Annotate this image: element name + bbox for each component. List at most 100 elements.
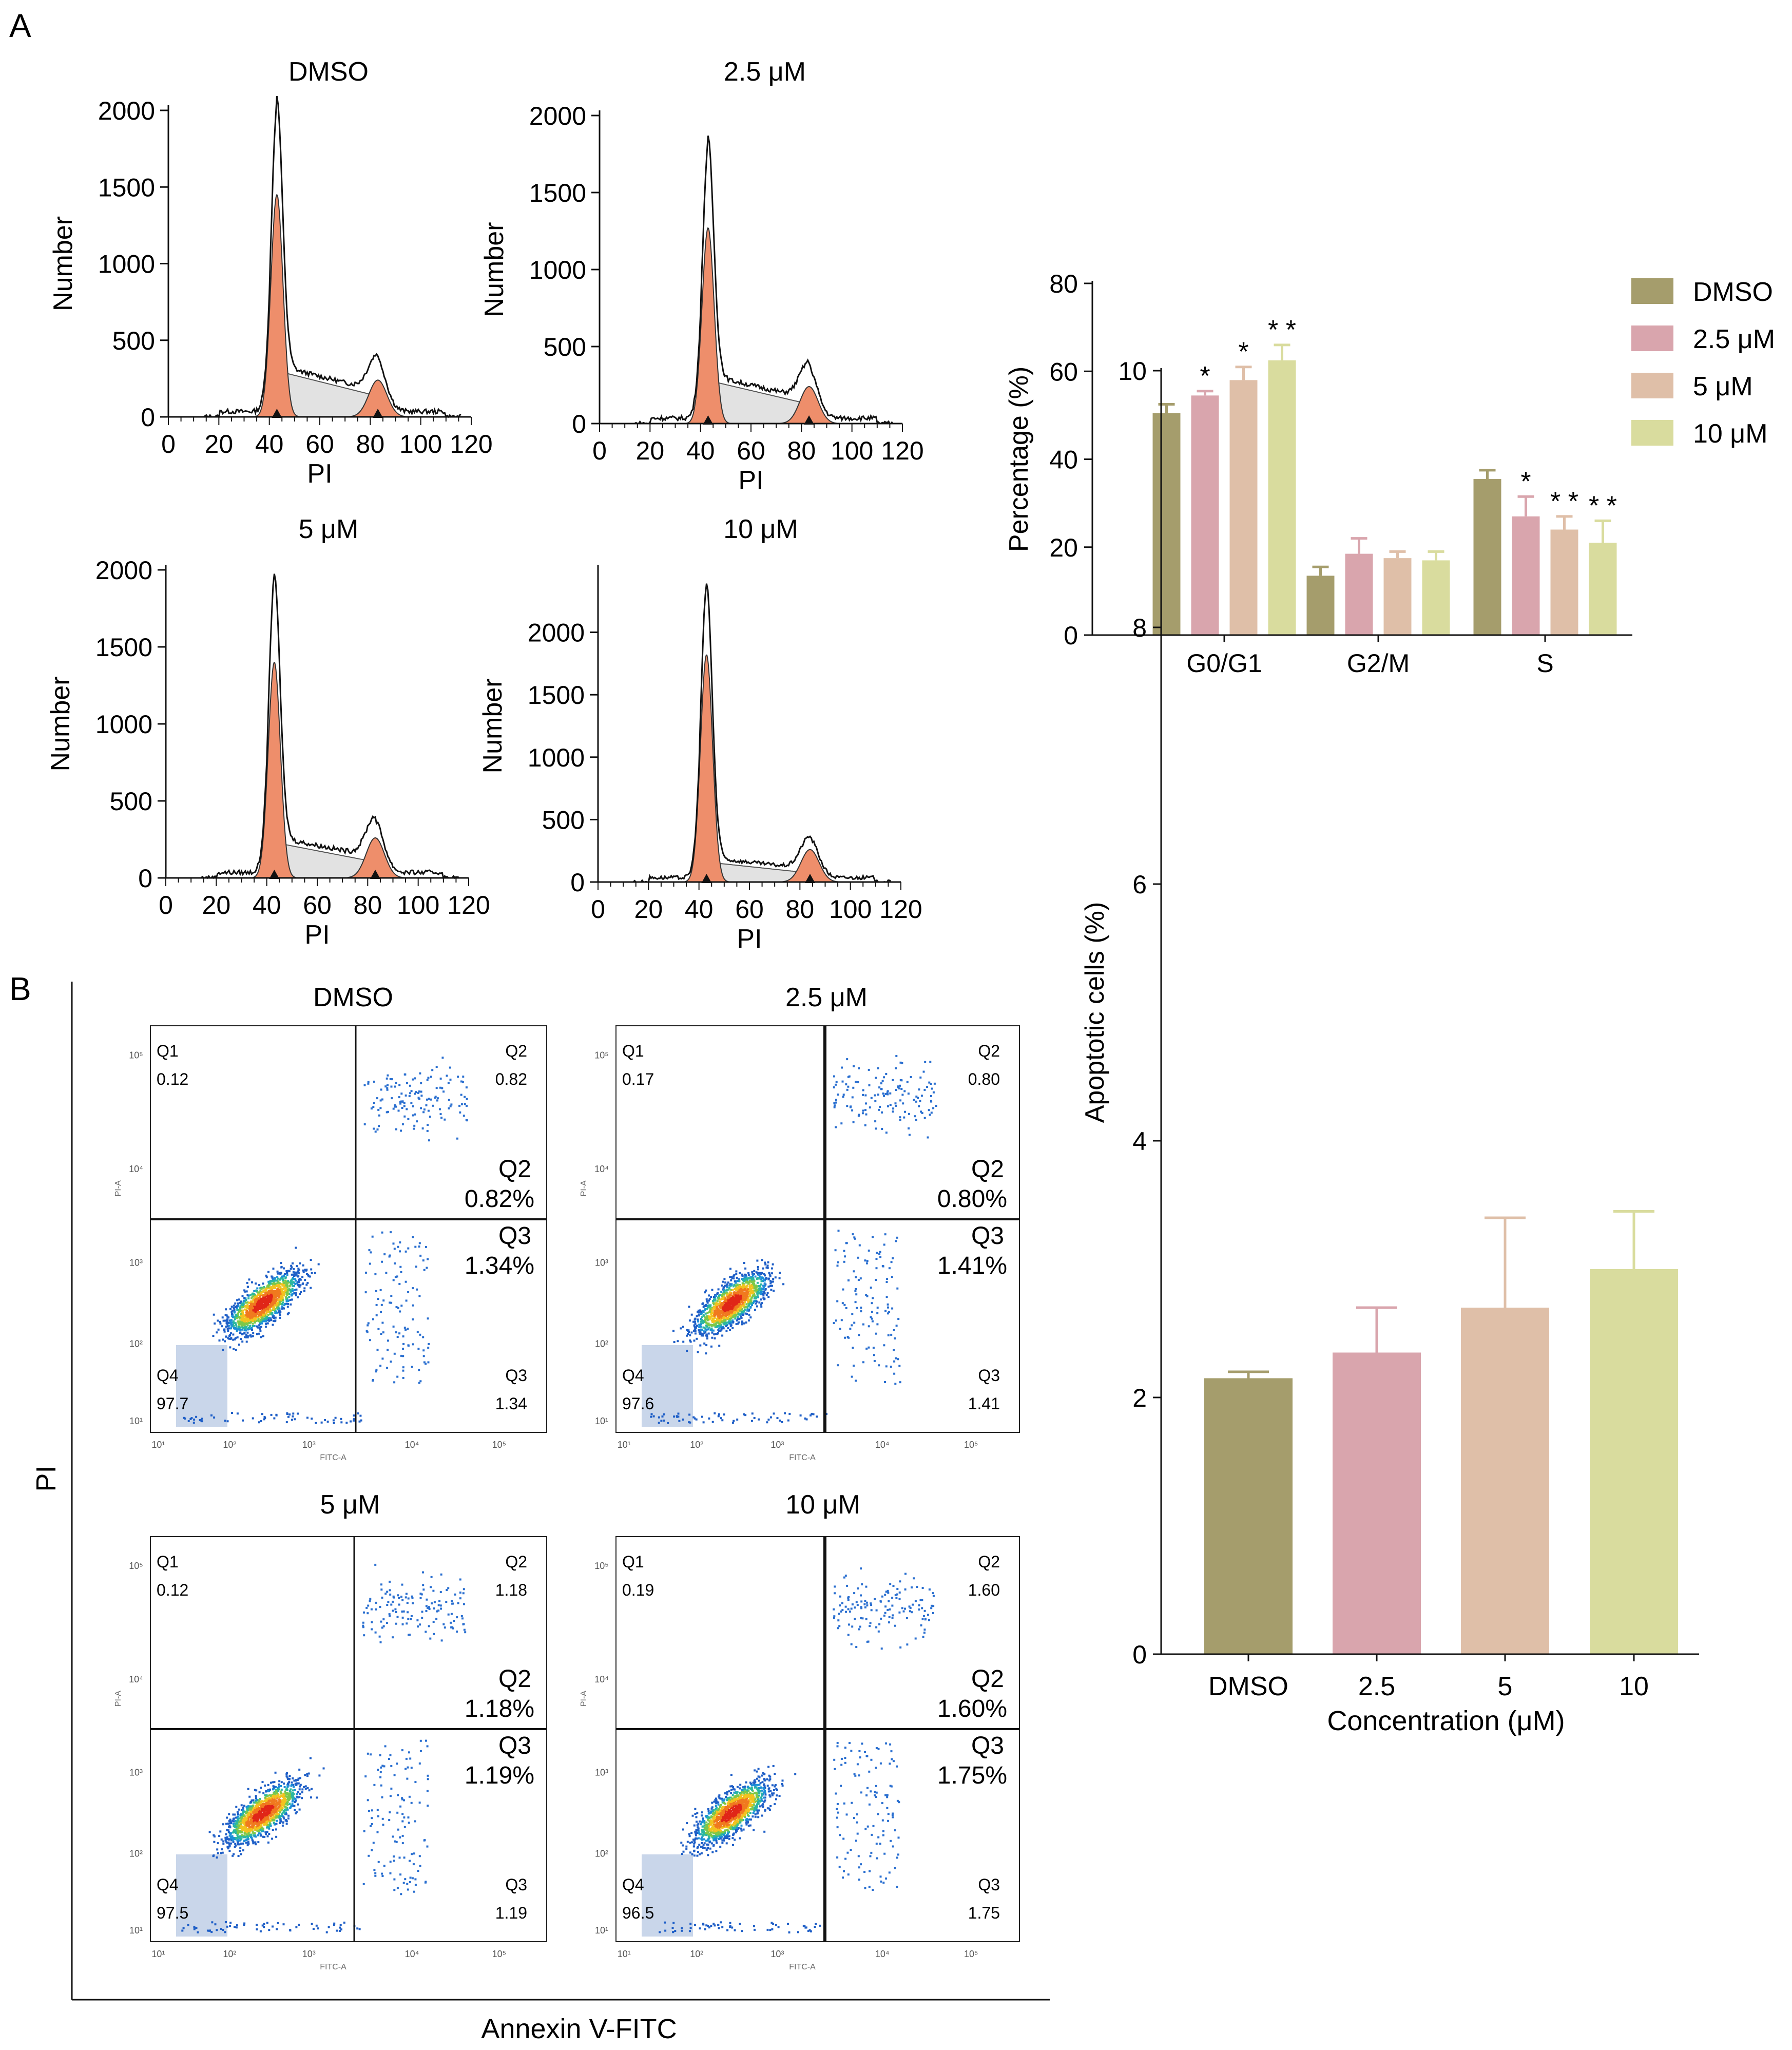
flow-event-dot: [729, 1318, 731, 1320]
flow-event-dot: [724, 1304, 727, 1306]
flow-event-dot: [293, 1797, 296, 1799]
flow-event-dot: [226, 1325, 229, 1328]
flow-event-dot: [275, 1823, 278, 1825]
flow-event-dot: [284, 1806, 286, 1808]
flow-event-dot: [274, 1316, 277, 1319]
y-tick-label: 2000: [98, 97, 155, 125]
flow-event-dot: [199, 1419, 201, 1421]
flow-event-dot: [340, 1421, 343, 1424]
flow-event-dot: [284, 1798, 286, 1800]
flow-event-dot: [738, 1313, 740, 1316]
flow-event-dot: [295, 1799, 297, 1802]
flow-event-dot: [734, 1300, 737, 1302]
flow-event-dot: [267, 1841, 269, 1844]
flow-event-dot: [718, 1345, 721, 1347]
flow-event-dot: [229, 1334, 231, 1336]
flow-event-dot: [273, 1320, 275, 1323]
flow-event-dot: [243, 1297, 246, 1299]
flow-event-dot: [279, 1818, 282, 1821]
flow-event-dot: [310, 1796, 312, 1799]
flow-event-dot: [213, 1835, 216, 1838]
flow-event-dot: [462, 1623, 465, 1625]
flow-event-dot: [720, 1307, 722, 1309]
flow-event-dot: [261, 1303, 264, 1306]
flow-event-dot: [879, 1251, 881, 1253]
flow-event-dot: [738, 1321, 740, 1324]
flow-event-dot: [245, 1340, 248, 1343]
flow-event-dot: [407, 1597, 410, 1600]
flow-event-dot: [699, 1331, 702, 1334]
flow-event-dot: [261, 1308, 264, 1311]
flow-event-dot: [749, 1299, 752, 1301]
flow-event-dot: [884, 1233, 887, 1236]
flow-event-dot: [397, 1109, 400, 1112]
flow-event-dot: [276, 1808, 279, 1811]
flow-event-dot: [755, 1291, 758, 1293]
flow-event-dot: [727, 1295, 730, 1298]
flow-event-dot: [708, 1324, 710, 1327]
flow-event-dot: [883, 1076, 885, 1079]
flow-event-dot: [266, 1287, 269, 1290]
flow-event-dot: [213, 1841, 216, 1843]
flow-event-dot: [719, 1301, 721, 1303]
flow-event-dot: [192, 1422, 195, 1424]
flow-event-dot: [753, 1416, 756, 1419]
flow-event-dot: [719, 1325, 722, 1328]
flow-event-dot: [233, 1307, 235, 1310]
flow-event-dot: [735, 1273, 738, 1275]
flow-event-dot: [743, 1304, 745, 1307]
flow-event-dot: [744, 1293, 746, 1295]
flow-event-dot: [255, 1290, 257, 1292]
flow-event-dot: [892, 1079, 894, 1081]
flow-event-dot: [741, 1274, 744, 1277]
flow-event-dot: [745, 1321, 747, 1324]
flow-event-dot: [257, 1800, 260, 1803]
flow-event-dot: [742, 1299, 744, 1302]
flow-event-dot: [271, 1800, 273, 1803]
flow-event-dot: [260, 1319, 262, 1321]
flow-event-dot: [663, 1420, 665, 1422]
flow-event-dot: [255, 1812, 258, 1814]
flow-event-dot: [227, 1829, 229, 1832]
flow-event-dot: [915, 1095, 918, 1098]
flow-event-dot: [741, 1311, 743, 1313]
flow-event-dot: [261, 1830, 263, 1832]
flow-event-dot: [273, 1309, 275, 1311]
flow-event-dot: [716, 1306, 718, 1309]
flow-event-dot: [263, 1818, 266, 1821]
flow-event-dot: [267, 1808, 270, 1810]
flow-event-dot: [729, 1299, 732, 1302]
flow-event-dot: [770, 1267, 773, 1270]
flow-event-dot: [237, 1831, 239, 1833]
flow-event-dot: [278, 1282, 281, 1285]
flow-event-dot: [377, 1108, 380, 1111]
y-tick-label: 500: [542, 806, 585, 834]
flow-event-dot: [268, 1833, 271, 1835]
flow-event-dot: [399, 1101, 401, 1103]
flow-event-dot: [725, 1289, 728, 1292]
significance-marker: *: [1238, 337, 1248, 367]
flow-event-dot: [274, 1293, 276, 1295]
flow-event-dot: [433, 1607, 435, 1610]
flow-event-dot: [277, 1272, 279, 1275]
flow-event-dot: [225, 1308, 227, 1311]
flow-event-dot: [265, 1316, 268, 1319]
flow-event-dot: [425, 1363, 427, 1365]
flow-event-dot: [371, 1628, 373, 1631]
flow-event-dot: [703, 1327, 706, 1329]
flow-event-dot: [225, 1322, 228, 1325]
flow-event-dot: [241, 1295, 244, 1297]
flow-event-dot: [845, 1307, 847, 1309]
flow-event-dot: [428, 1608, 431, 1610]
flow-event-dot: [223, 1329, 225, 1331]
flow-event-dot: [864, 1094, 867, 1097]
flow-event-dot: [256, 1827, 259, 1830]
flow-event-dot: [730, 1311, 733, 1314]
flow-event-dot: [264, 1302, 266, 1305]
flow-event-dot: [748, 1302, 751, 1305]
y-tick-label: 10²: [129, 1339, 143, 1349]
flow-event-dot: [254, 1314, 256, 1317]
flow-event-dot: [281, 1275, 283, 1278]
flow-event-dot: [376, 1128, 379, 1131]
